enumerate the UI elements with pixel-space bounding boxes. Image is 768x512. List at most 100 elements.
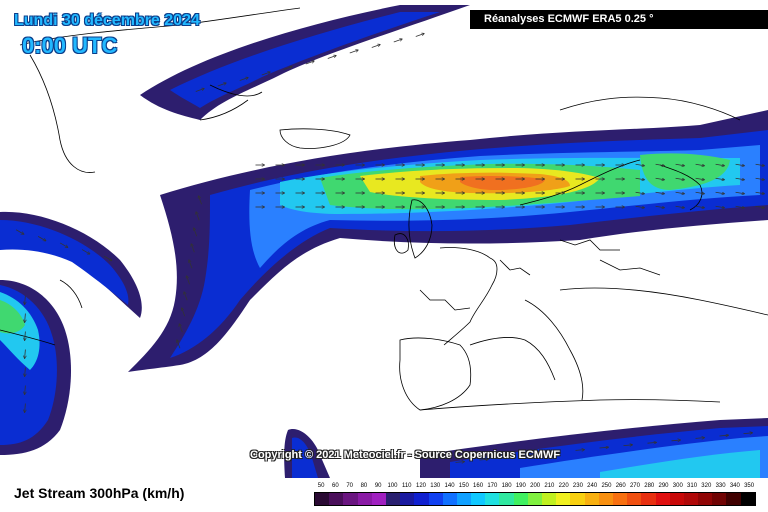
wind-arrow [695, 192, 705, 194]
legend-tick-150: 150 [458, 483, 469, 489]
legend-tick-350: 350 [744, 483, 755, 489]
wind-arrow [184, 292, 188, 301]
wind-arrow [755, 164, 765, 166]
legend-swatch-170 [485, 493, 500, 505]
wind-arrow [503, 457, 513, 458]
wind-arrow [239, 77, 248, 81]
wind-arrow [647, 442, 657, 443]
legend-swatch-300 [669, 493, 684, 505]
wind-arrow [675, 178, 685, 180]
legend-swatch-290 [655, 493, 670, 505]
wind-arrow [599, 447, 609, 448]
legend-tick-80: 80 [360, 483, 368, 489]
wind-arrow [393, 39, 402, 43]
jet-west-northamerica [0, 211, 142, 455]
legend-tick-160: 160 [473, 483, 484, 489]
legend-swatch-330 [712, 493, 727, 505]
wind-arrow [695, 164, 705, 166]
wind-arrows [15, 33, 765, 462]
wind-arrow [81, 249, 90, 255]
wind-arrow [261, 72, 270, 76]
legend-swatch-50 [315, 493, 330, 505]
wind-arrow [186, 276, 190, 285]
legend-swatch-120 [414, 493, 429, 505]
legend-tick-50: 50 [317, 483, 325, 489]
legend-tick-230: 230 [572, 483, 583, 489]
wind-arrow [575, 450, 585, 451]
jet-stream-map [0, 5, 768, 478]
legend-swatch-250 [598, 493, 613, 505]
legend-tick-310: 310 [687, 483, 698, 489]
wind-arrow [15, 229, 24, 235]
source-label: Réanalyses ECMWF ERA5 0.25 ° [470, 10, 768, 29]
legend-swatch-230 [570, 493, 585, 505]
wind-arrow [635, 192, 645, 194]
wind-arrow [25, 295, 26, 305]
legend-swatch-220 [556, 493, 571, 505]
legend-swatch-260 [612, 493, 628, 505]
wind-arrow [527, 454, 537, 455]
legend-swatch-70 [343, 493, 358, 505]
legend-tick-120: 120 [415, 483, 426, 489]
legend-tick-320: 320 [701, 483, 712, 489]
legend-tick-180: 180 [501, 483, 512, 489]
legend-swatch-210 [542, 493, 557, 505]
wind-arrow [655, 178, 665, 180]
legend-tick-240: 240 [587, 483, 598, 489]
wind-arrow [327, 55, 336, 59]
wind-arrow [37, 236, 46, 241]
chart-title: Jet Stream 300hPa (km/h) [14, 485, 185, 501]
legend-tick-90: 90 [374, 483, 382, 489]
jet-greenland [140, 5, 470, 120]
legend-tick-labels: 50 60 70 80 90 100 110 120 130 140 150 160 170 180 190… [314, 480, 756, 492]
legend-tick-290: 290 [658, 483, 669, 489]
wind-arrow [305, 61, 314, 65]
wind-arrow [655, 192, 665, 194]
wind-arrow [623, 445, 633, 446]
legend-swatch-100 [385, 493, 401, 505]
legend-swatch-200 [527, 493, 542, 505]
wind-arrow [479, 459, 489, 460]
jet-main-atlantic [128, 110, 768, 372]
legend-swatch-350 [740, 493, 755, 505]
legend-tick-140: 140 [444, 483, 455, 489]
legend-swatch-310 [683, 493, 699, 505]
wind-arrow [715, 206, 725, 208]
legend-swatch-130 [428, 493, 443, 505]
legend-swatch-180 [499, 493, 514, 505]
date-label: Lundi 30 décembre 2024 [14, 12, 200, 29]
legend-swatch-140 [442, 493, 457, 505]
wind-arrow [25, 385, 26, 395]
wind-arrow [735, 178, 745, 180]
legend-tick-100: 100 [387, 483, 398, 489]
wind-arrow [194, 228, 198, 237]
wind-arrow [675, 192, 685, 194]
wind-arrow [25, 331, 26, 341]
wind-arrow [196, 212, 200, 221]
wind-arrow [715, 178, 725, 180]
legend-tick-110: 110 [401, 483, 412, 489]
wind-arrow [25, 349, 26, 359]
legend-swatch-240 [584, 493, 599, 505]
legend-tick-340: 340 [729, 483, 740, 489]
copyright-label: Copyright © 2021 Meteociel.fr - Source C… [250, 449, 561, 461]
legend-tick-270: 270 [629, 483, 640, 489]
legend-swatch-160 [471, 493, 486, 505]
wind-arrow [635, 206, 645, 208]
legend-color-bar [314, 492, 756, 506]
wind-arrow [755, 178, 765, 180]
legend-swatch-340 [726, 493, 741, 505]
wind-arrow [371, 44, 380, 48]
wind-arrow [675, 206, 685, 208]
wind-arrow [182, 308, 186, 317]
wind-arrow [195, 88, 204, 92]
legend-tick-210: 210 [544, 483, 555, 489]
legend-tick-220: 220 [558, 483, 569, 489]
wind-arrow [635, 164, 645, 166]
wind-arrow [59, 242, 68, 248]
legend-tick-60: 60 [332, 483, 339, 489]
color-legend: 50 60 70 80 90 100 110 120 130 140 150 160 170 180 190… [314, 480, 756, 508]
time-label: 0:00 UTC [22, 33, 118, 58]
jet-south-mediterranean [284, 418, 768, 478]
